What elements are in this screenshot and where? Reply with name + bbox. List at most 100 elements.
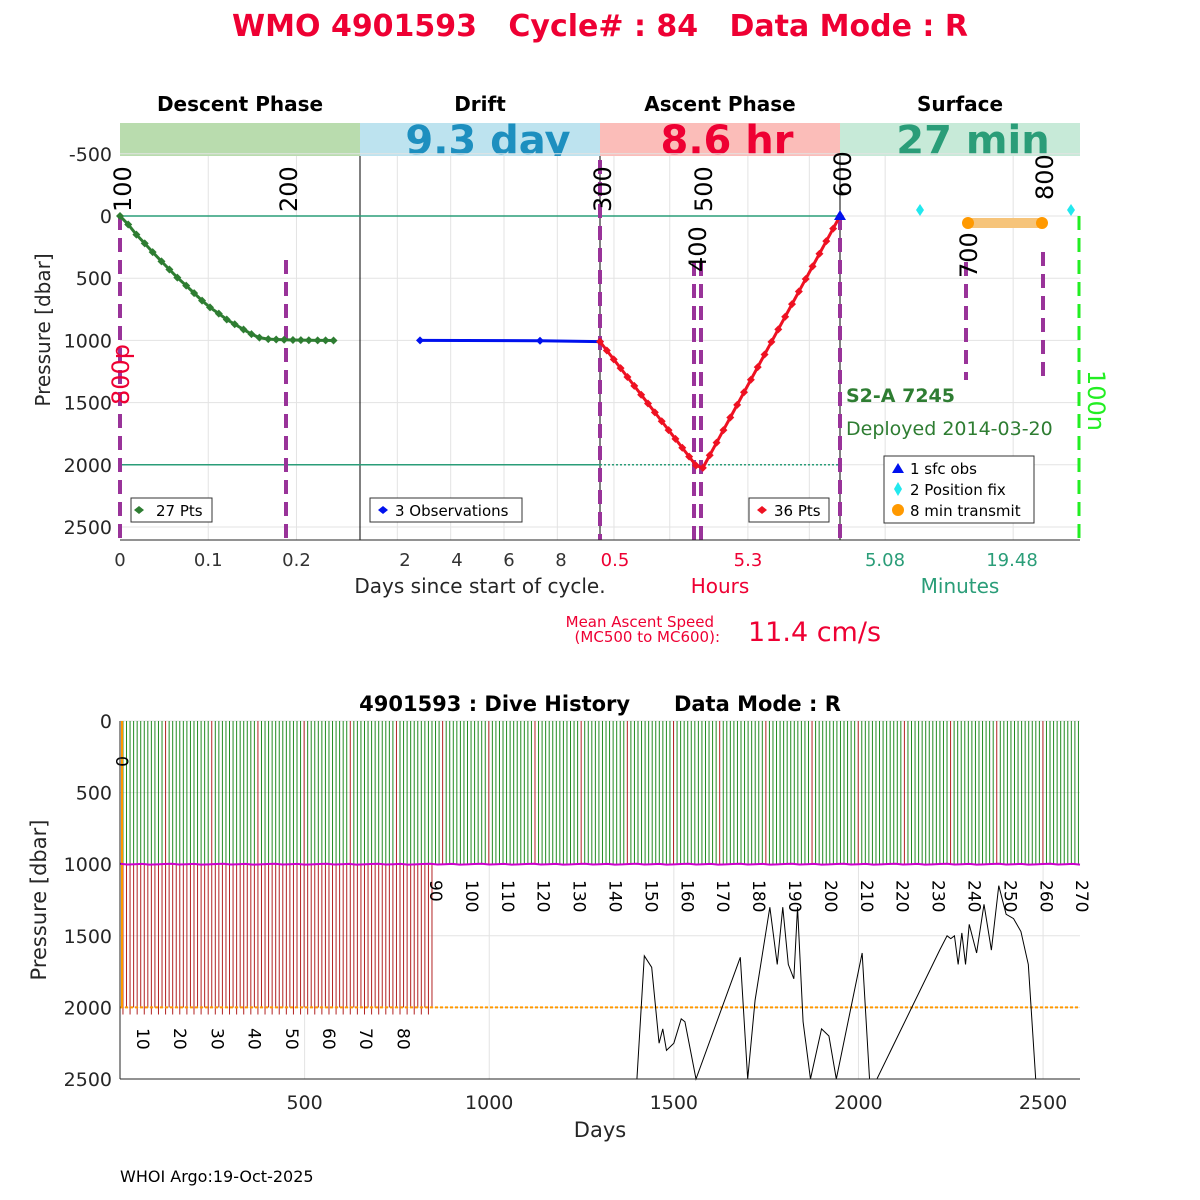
top-x-tick-label: 6 (503, 550, 514, 571)
footer-credit: WHOI Argo:19-Oct-2025 (120, 1167, 314, 1186)
descent-series-point (206, 303, 214, 312)
days-axis-label: Days since start of cycle. (354, 574, 605, 598)
ascent-series-point (630, 381, 639, 390)
descent-series-point (148, 248, 157, 257)
descent-series-point (182, 281, 191, 290)
marker-label-100n: 100n (1082, 370, 1110, 431)
ascent-series-point (829, 224, 838, 233)
phase-banner-ascent (600, 123, 840, 156)
legend-ascent: 36 Pts (748, 497, 830, 523)
top-y-tick-label: 1500 (64, 393, 112, 415)
bottom-y-tick-label: 1000 (64, 854, 112, 876)
cycle-label-mid: 120 (533, 880, 553, 912)
marker-label-100: 100 (109, 166, 137, 212)
top-y-tick-label: -500 (69, 144, 112, 166)
ascent-series-point (705, 451, 714, 460)
cycle-label-low: 80 (392, 1028, 412, 1050)
phase-title-ascent: Ascent Phase (644, 92, 795, 116)
legend-descent-text: 27 Pts (156, 502, 203, 520)
top-x-tick-label: 5.08 (865, 550, 905, 571)
ascent-series-point (671, 434, 680, 443)
cycle-label-mid: 200 (820, 880, 840, 912)
legend-descent: 27 Pts (130, 497, 213, 523)
drift-series-point (536, 336, 544, 345)
ascent-speed-value: 11.4 cm/s (748, 617, 881, 648)
bottom-y-tick-label: 0 (100, 711, 112, 733)
ascent-series-point (664, 426, 673, 435)
ascent-speed-label-line1: Mean Ascent Speed (566, 613, 714, 631)
ascent-series-point (657, 417, 666, 426)
ascent-series-point (623, 373, 632, 382)
hours-axis-label: Hours (691, 574, 750, 598)
phase-banner-drift (360, 123, 600, 156)
ascent-series-point (822, 237, 831, 246)
ascent-series-point (753, 363, 762, 372)
descent-series-point (304, 336, 313, 345)
top-y-axis: -500 0 500 1000 1500 2000 2500 (64, 144, 112, 539)
ascent-series-point (801, 274, 810, 283)
cycle-label-low: 40 (244, 1028, 264, 1050)
float-name: S2-A 7245 (846, 385, 955, 407)
ascent-series-point (808, 262, 817, 271)
figure-title: WMO 4901593 Cycle# : 84 Data Mode : R (232, 9, 968, 44)
minutes-axis-label: Minutes (921, 574, 1000, 598)
position-fix-marker (1067, 204, 1075, 216)
bottom-x-tick-label: 1500 (650, 1092, 698, 1114)
legend-ascent-text: 36 Pts (774, 502, 821, 520)
phase-title-surface: Surface (917, 92, 1003, 116)
ascent-series-point (609, 355, 618, 364)
cycle-label-first: 0 (111, 756, 131, 767)
ascent-series-point (692, 461, 700, 470)
top-y-tick-label: 500 (76, 268, 112, 290)
legend-transmit-text: 8 min transmit (910, 502, 1021, 520)
legend-drift: 3 Observations (369, 497, 523, 523)
cycle-label-mid: 130 (569, 880, 589, 912)
marker-label-200: 200 (275, 166, 303, 212)
drift-series (419, 338, 601, 344)
descent-series-point (321, 336, 330, 345)
cycle-label-low: 50 (281, 1028, 301, 1050)
cycle-label-mid: 110 (497, 880, 517, 912)
descent-series-point (296, 336, 305, 345)
bottom-trace (636, 885, 1037, 1081)
ascent-series-point (616, 364, 625, 373)
descent-series-point (313, 336, 322, 345)
top-x-tick-label: 0 (114, 550, 125, 571)
marker-label-500: 500 (690, 166, 718, 212)
cycle-markers: 100 200 300 400 500 600 700 800 100n 800p (107, 151, 1110, 540)
descent-series-point (165, 265, 174, 274)
bottom-x-axis-label: Days (574, 1118, 626, 1142)
ascent-series-point (774, 325, 783, 334)
ascent-series-point (788, 300, 796, 309)
ascent-series-point (644, 399, 652, 408)
ascent-speed-label-line2: (MC500 to MC600): (575, 628, 720, 646)
ascent-series-point (712, 438, 721, 447)
marker-label-300: 300 (589, 166, 617, 212)
cycle-label-mid: 170 (712, 880, 732, 912)
descent-series-point (255, 333, 264, 342)
phase-title-drift: Drift (454, 92, 506, 116)
bottom-x-tick-label: 2000 (834, 1092, 882, 1114)
ascent-series-point (637, 390, 646, 399)
ascent-series-point (794, 287, 803, 296)
descent-series-point (239, 325, 248, 334)
cycle-label-mid: 100 (461, 880, 481, 912)
bottom-y-tick-label: 1500 (64, 926, 112, 948)
cycle-label-mid: 150 (640, 880, 660, 912)
top-x-tick-label: 0.2 (282, 550, 311, 571)
surface-obs-marker (834, 210, 846, 220)
ascent-series-point (740, 388, 748, 397)
cycle-label-low: 30 (206, 1028, 226, 1050)
marker-label-800: 800 (1031, 154, 1059, 200)
marker-label-700: 700 (955, 232, 983, 278)
phase-title-descent: Descent Phase (157, 92, 323, 116)
drift-series-point (416, 336, 424, 345)
top-y-tick-label: 2500 (64, 517, 112, 539)
descent-series-point (116, 212, 124, 220)
legend-transmit-marker (892, 504, 904, 516)
cycle-label-mid: 240 (964, 880, 984, 912)
descent-series-point (214, 309, 223, 318)
top-y-tick-label: 2000 (64, 455, 112, 477)
